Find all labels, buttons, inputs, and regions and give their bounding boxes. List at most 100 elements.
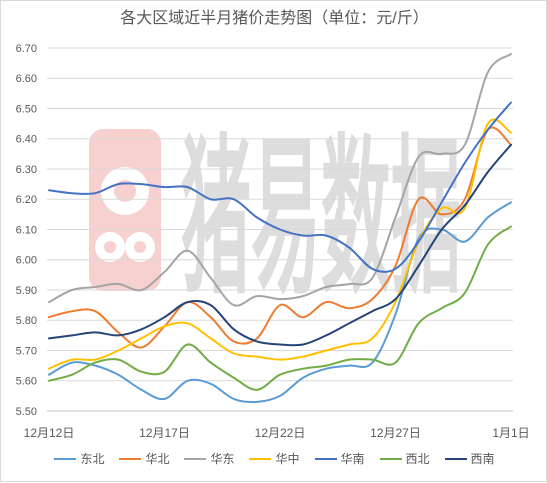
data-point [486, 128, 490, 132]
data-point [209, 336, 213, 340]
y-tick-label: 6.60 [16, 73, 37, 85]
data-point [232, 327, 236, 331]
data-point [163, 315, 167, 319]
data-point [370, 358, 374, 362]
data-point [278, 303, 282, 307]
data-point [116, 182, 120, 186]
data-point [370, 297, 374, 301]
data-point [186, 300, 190, 304]
data-point [463, 161, 467, 165]
data-point [347, 343, 351, 347]
legend-item: 东北 [54, 451, 104, 467]
data-point [440, 152, 444, 156]
gridlines [47, 47, 513, 412]
data-point [278, 394, 282, 398]
legend-swatch [314, 458, 337, 460]
data-point [278, 343, 282, 347]
data-point [394, 312, 398, 316]
data-point [324, 285, 328, 289]
data-point [440, 212, 444, 216]
data-point [232, 339, 236, 343]
data-point [116, 349, 120, 353]
x-tick-label: 12月12日 [24, 426, 75, 440]
data-point [139, 346, 143, 350]
data-point [509, 143, 513, 147]
data-point [255, 294, 259, 298]
data-point [417, 264, 421, 268]
logo-circle-right-inner [134, 241, 146, 253]
data-point [255, 355, 259, 359]
series-line [48, 53, 512, 307]
data-point [232, 303, 236, 307]
legend-item: 西南 [444, 451, 495, 467]
data-point [440, 206, 444, 210]
y-tick-label: 6.00 [16, 255, 37, 267]
data-point [47, 373, 51, 377]
legend-swatch [249, 458, 272, 460]
series-group [48, 143, 513, 347]
data-point [509, 101, 513, 105]
legend-swatch [444, 458, 467, 460]
data-point [163, 324, 167, 328]
series-group [48, 225, 512, 391]
y-axis-labels: 6.70 6.60 6.50 6.40 6.30 6.20 6.10 6.00 5.90 5.80… [16, 43, 37, 418]
legend-label: 西北 [405, 452, 430, 466]
legend-label: 华南 [340, 452, 365, 466]
data-point [486, 243, 490, 247]
series-group [48, 118, 513, 370]
data-point [116, 282, 120, 286]
legend-label: 华北 [145, 452, 170, 466]
data-point [232, 352, 236, 356]
data-point [209, 197, 213, 201]
data-point [509, 131, 513, 135]
data-point [139, 388, 143, 392]
data-point [301, 234, 305, 238]
data-point [370, 309, 374, 313]
data-point [93, 191, 97, 195]
data-point [417, 240, 421, 244]
data-point [278, 297, 282, 301]
legend-swatch [119, 458, 142, 460]
y-tick-label: 5.90 [16, 285, 37, 297]
data-point [301, 355, 305, 359]
data-point [209, 276, 213, 280]
y-tick-label: 5.50 [16, 406, 37, 418]
legend-swatch [379, 458, 402, 460]
data-point [139, 336, 143, 340]
legend-item: 华北 [119, 451, 169, 467]
data-point [486, 215, 490, 219]
data-point [370, 267, 374, 271]
data-point [47, 300, 51, 304]
legend: 东北 华北 华东 华中 华南 西北 西南 [1, 450, 547, 468]
watermark-text: 猪易数据 [181, 123, 461, 314]
x-tick-label: 1月1日 [492, 426, 529, 440]
data-point [47, 188, 51, 192]
data-point [139, 288, 143, 292]
legend-item: 西北 [379, 451, 430, 467]
data-point [463, 197, 467, 201]
data-point [347, 306, 351, 310]
data-point [139, 370, 143, 374]
series-line [48, 101, 512, 273]
data-point [394, 297, 398, 301]
data-point [163, 370, 167, 374]
data-point [255, 215, 259, 219]
data-point [209, 315, 213, 319]
data-point [347, 364, 351, 368]
data-point [417, 197, 421, 201]
y-tick-label: 6.20 [16, 194, 37, 206]
data-point [301, 294, 305, 298]
logo-circle-top-inner [114, 180, 136, 202]
legend-item: 华中 [249, 451, 300, 467]
series-line [48, 143, 512, 347]
data-point [324, 300, 328, 304]
data-point [440, 228, 444, 232]
data-point [347, 321, 351, 325]
series-line [48, 225, 512, 391]
data-point [278, 228, 282, 232]
data-point [93, 285, 97, 289]
data-point [486, 170, 490, 174]
data-point [186, 185, 190, 189]
data-point [163, 270, 167, 274]
data-point [417, 321, 421, 325]
